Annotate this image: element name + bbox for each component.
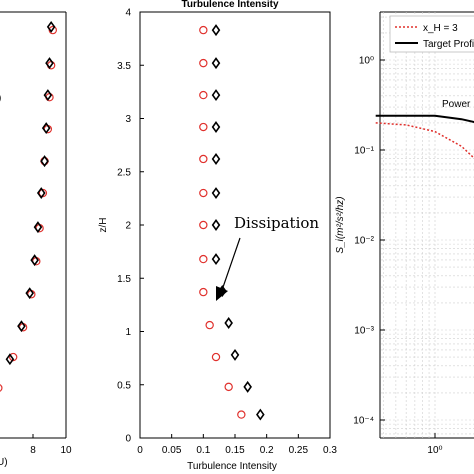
p2-circle-point-6 xyxy=(199,220,208,230)
p1-diamond-point-5 xyxy=(30,254,39,267)
p2-diamond-point-3 xyxy=(211,121,221,133)
p2-xtick-label-0: 0 xyxy=(137,445,143,456)
p2-xtick-label-2: 0.1 xyxy=(196,445,210,456)
p2-diamond-point-11 xyxy=(243,380,252,393)
p1-diamond-point-12 xyxy=(46,20,56,33)
p3-series-line-1 xyxy=(375,114,474,124)
p2-xtick-label-4: 0.2 xyxy=(260,445,274,456)
p1-xlabel-fragment: U) xyxy=(0,457,8,468)
p2-circle-point-11 xyxy=(224,382,233,392)
p1-circle-point-2 xyxy=(9,352,18,362)
p2-diamond-point-0 xyxy=(211,24,221,37)
p2-xtick-label-3: 0.15 xyxy=(225,445,245,456)
p2-circle-point-0 xyxy=(199,25,208,35)
p1-diamond-point-9 xyxy=(41,122,51,135)
p2-xtick-label-1: 0.05 xyxy=(162,445,182,456)
p1-diamond-point-6 xyxy=(33,221,43,234)
p3-legend: x_H = 3 Target Profi xyxy=(389,15,474,53)
p1-diamond-point-7 xyxy=(36,187,46,200)
p3-ylabel: S_i(m²/s²/hz) xyxy=(335,196,346,253)
p2-ytick-label-3: 1.5 xyxy=(117,274,131,285)
p3-ytick-label-4: 10⁻⁴ xyxy=(353,416,374,427)
p1-diamond-point-8 xyxy=(40,155,49,168)
p1-circle-point-1 xyxy=(0,384,3,392)
p2-circle-point-12 xyxy=(237,410,246,419)
p3-series-line-0 xyxy=(375,122,474,160)
p2-circle-point-4 xyxy=(199,154,208,164)
p2-diamond-point-6 xyxy=(211,219,221,231)
p1-diamond-point-2 xyxy=(5,353,15,366)
p2-ytick-label-2: 1 xyxy=(125,327,131,338)
p2-ytick-label-4: 2 xyxy=(125,221,131,232)
p2-xtick-label-5: 0.25 xyxy=(289,445,309,456)
p2-circle-point-5 xyxy=(199,188,208,198)
p1-ylabel-fragment: ) xyxy=(0,93,1,104)
p2-ytick-label-1: 0.5 xyxy=(117,380,131,391)
p2-ytick-label-8: 4 xyxy=(125,8,131,19)
power-spectrum-panel: Power 10⁰ 10⁻¹ 10⁻² 10⁻³ 10⁻⁴ 10⁰ S_i(m²/s²/h… xyxy=(335,11,474,456)
p3-ytick-label-2: 10⁻² xyxy=(354,236,374,247)
p1-xtick-label-1: 10 xyxy=(60,445,72,456)
p2-ytick-label-7: 3.5 xyxy=(117,61,131,72)
p2-diamond-point-10 xyxy=(230,348,240,361)
legend-box xyxy=(389,15,474,53)
p2-circle-point-10 xyxy=(211,352,221,362)
p2-diamond-point-2 xyxy=(211,89,221,102)
p1-diamond-point-10 xyxy=(43,89,53,102)
p2-diamond-point-5 xyxy=(211,187,221,200)
turbulence-panel: Turbulence Intensity 0 0.05 0.1 0.15 0.2 0.25… xyxy=(98,0,337,472)
p2-circle-point-1 xyxy=(199,58,208,68)
p2-xtick-label-6: 0.3 xyxy=(323,445,337,456)
velocity-panel: 8 10 ) U) xyxy=(0,11,72,468)
p2-diamond-point-4 xyxy=(211,153,221,165)
p1-diamond-point-4 xyxy=(25,287,34,300)
annotation-arrowhead xyxy=(216,286,228,301)
p2-diamond-point-1 xyxy=(211,57,221,70)
p2-ytick-label-5: 2.5 xyxy=(117,167,131,178)
legend-label-xh3: x_H = 3 xyxy=(423,23,458,34)
p2-diamond-point-12 xyxy=(256,408,265,421)
p2-circle-point-9 xyxy=(205,320,214,330)
p1-diamond-point-11 xyxy=(45,57,54,70)
p2-ytick-label-6: 3 xyxy=(125,114,131,125)
p3-title-fragment: Power xyxy=(442,99,471,110)
p2-ytick-label-0: 0 xyxy=(125,434,131,445)
p2-circle-point-3 xyxy=(199,122,208,132)
p2-diamond-point-7 xyxy=(211,253,221,266)
p2-ylabel: z/H xyxy=(98,218,109,233)
p1-xtick-label-0: 8 xyxy=(30,445,36,456)
p3-ytick-label-3: 10⁻³ xyxy=(354,326,374,337)
dissipation-annotation: Dissipation xyxy=(234,214,319,232)
p2-circle-point-2 xyxy=(199,90,208,100)
p1-diamond-point-3 xyxy=(17,320,26,333)
p2-circle-point-7 xyxy=(199,254,208,264)
p2-circle-point-8 xyxy=(199,287,208,297)
legend-label-target: Target Profi xyxy=(423,39,474,50)
p3-ytick-label-1: 10⁻¹ xyxy=(354,146,374,157)
p2-diamond-point-9 xyxy=(224,317,233,329)
p3-xtick-label-0: 10⁰ xyxy=(427,445,442,456)
p2-xlabel: Turbulence Intensity xyxy=(187,461,277,472)
p2-title: Turbulence Intensity xyxy=(181,0,278,10)
p3-ytick-label-0: 10⁰ xyxy=(359,56,374,67)
annotation-arrow-line xyxy=(220,237,241,294)
